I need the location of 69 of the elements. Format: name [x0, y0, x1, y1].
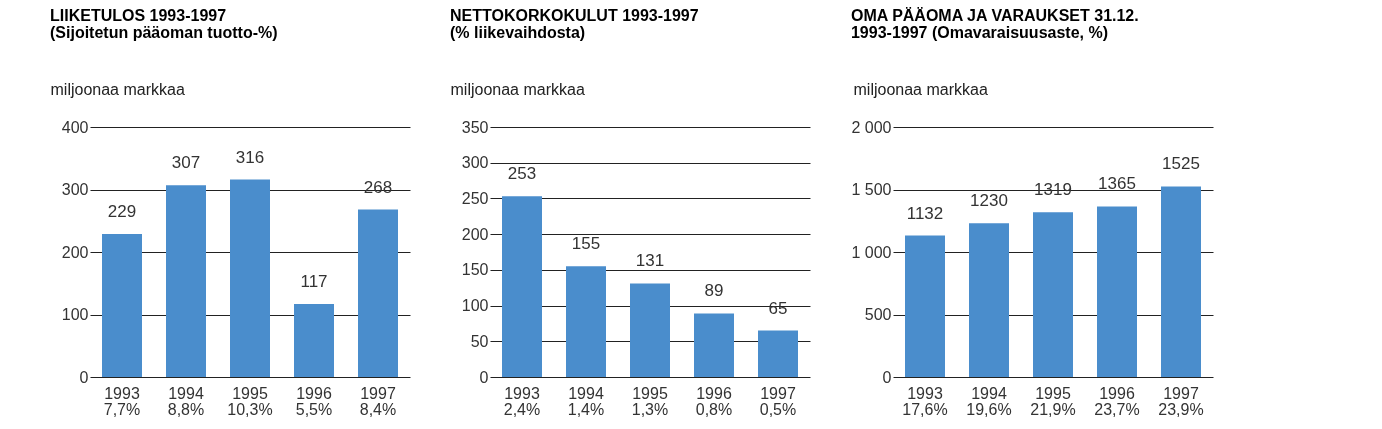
- y-tick-label: 400: [61, 118, 89, 136]
- x-tick-label: 1995 1,3%: [631, 384, 669, 418]
- bar: [358, 209, 398, 377]
- chart-subtitle: (% liikevaihdosta): [450, 24, 586, 41]
- x-tick-label: 1993 7,7%: [103, 384, 141, 418]
- y-tick-label: 200: [461, 225, 489, 243]
- data-label: 307: [171, 153, 201, 173]
- x-tick-label: 1996 5,5%: [295, 384, 333, 418]
- data-label: 316: [235, 147, 265, 167]
- bar: [630, 283, 670, 377]
- chart-title: NETTOKORKOKULUT 1993-1997: [450, 7, 699, 24]
- data-label: 131: [635, 251, 665, 271]
- bar: [1161, 186, 1201, 377]
- bar: [502, 196, 542, 377]
- y-tick-label: 300: [461, 154, 489, 172]
- y-axis-title: miljoonaa markkaa: [450, 80, 585, 98]
- data-label: 155: [571, 234, 601, 254]
- y-tick-label: 300: [61, 181, 89, 198]
- y-tick-label: 50: [470, 332, 489, 350]
- chart-title: LIIKETULOS 1993-1997: [50, 7, 227, 24]
- bar: [230, 179, 270, 377]
- y-tick-label: 0: [882, 368, 892, 386]
- y-tick-label: 500: [864, 306, 892, 323]
- x-tick-label: 1995 21,9%: [1030, 384, 1076, 418]
- y-tick-label: 150: [461, 261, 489, 279]
- bar: [294, 303, 334, 377]
- bar: [969, 223, 1009, 377]
- y-tick-label: 2 000: [851, 118, 892, 136]
- y-tick-label: 0: [479, 368, 489, 386]
- x-tick-label: 1997 8,4%: [359, 384, 397, 418]
- y-axis-title: miljoonaa markkaa: [853, 80, 988, 98]
- x-tick-label: 1997 0,5%: [759, 384, 797, 418]
- bar: [758, 330, 798, 377]
- bar: [1097, 206, 1137, 377]
- y-tick-label: 350: [461, 118, 489, 136]
- x-tick-label: 1996 0,8%: [695, 384, 733, 418]
- x-tick-label: 1994 8,8%: [167, 384, 205, 418]
- bar: [566, 266, 606, 377]
- data-label: 1525: [1162, 154, 1200, 174]
- bar: [102, 233, 142, 377]
- y-tick-label: 1 000: [851, 243, 892, 261]
- chart-subtitle: (Sijoitetun pääoman tuotto-%): [50, 24, 278, 41]
- bar: [166, 185, 206, 377]
- data-label: 89: [704, 281, 724, 301]
- bar: [694, 313, 734, 377]
- data-label: 253: [507, 164, 537, 184]
- bar: [905, 235, 945, 377]
- x-tick-label: 1994 1,4%: [567, 384, 605, 418]
- x-tick-label: 1997 23,9%: [1158, 384, 1204, 418]
- data-label: 117: [300, 271, 328, 291]
- data-label: 1230: [970, 191, 1008, 211]
- y-tick-label: 1 500: [851, 181, 892, 198]
- x-tick-label: 1994 19,6%: [966, 384, 1012, 418]
- x-tick-label: 1993 2,4%: [503, 384, 541, 418]
- y-tick-label: 100: [461, 297, 489, 315]
- data-label: 229: [107, 201, 137, 221]
- bar: [1033, 212, 1073, 377]
- y-axis-title: miljoonaa markkaa: [50, 80, 185, 98]
- x-tick-label: 1995 10,3%: [227, 384, 273, 418]
- y-tick-label: 0: [79, 368, 89, 386]
- y-tick-label: 200: [61, 243, 89, 261]
- data-label: 1132: [906, 203, 944, 223]
- y-tick-label: 250: [461, 189, 489, 207]
- x-tick-label: 1993 17,6%: [902, 384, 948, 418]
- data-label: 1365: [1098, 174, 1136, 194]
- x-tick-label: 1996 23,7%: [1094, 384, 1140, 418]
- chart-title: OMA PÄÄOMA JA VARAUKSET 31.12.: [850, 7, 1139, 24]
- chart-subtitle: 1993-1997 (Omavaraisuusaste, %): [850, 24, 1109, 41]
- y-tick-label: 100: [61, 306, 89, 323]
